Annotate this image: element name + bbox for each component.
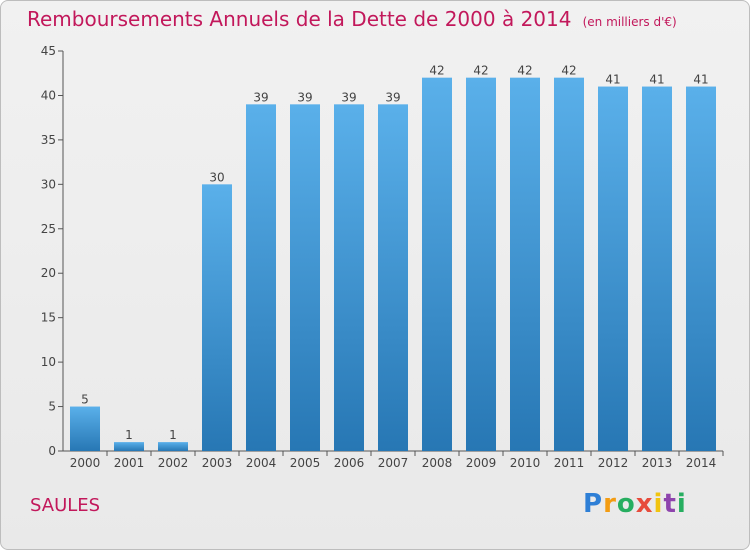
x-tick-label-2003: 2003 bbox=[202, 456, 233, 470]
logo-letter: t bbox=[663, 489, 677, 519]
y-tick-label: 15 bbox=[41, 311, 56, 325]
x-tick-label-2001: 2001 bbox=[114, 456, 145, 470]
y-tick-label: 35 bbox=[41, 133, 56, 147]
y-tick-label: 45 bbox=[41, 44, 56, 58]
value-label-2003: 30 bbox=[209, 170, 224, 184]
place-name: SAULES bbox=[30, 495, 101, 516]
logo-letter: o bbox=[616, 489, 636, 519]
value-label-2013: 41 bbox=[649, 73, 664, 87]
value-label-2001: 1 bbox=[125, 428, 133, 442]
logo-letter: i bbox=[676, 489, 687, 519]
value-label-2007: 39 bbox=[385, 90, 400, 104]
y-tick-label: 5 bbox=[48, 400, 56, 414]
bar-2011 bbox=[554, 77, 584, 452]
y-tick-label: 40 bbox=[41, 88, 56, 102]
chart-title: Remboursements Annuels de la Dette de 20… bbox=[27, 7, 677, 31]
logo-letter: x bbox=[635, 489, 654, 519]
bar-2008 bbox=[422, 77, 452, 452]
bar-2006 bbox=[334, 104, 364, 451]
x-tick-label-2014: 2014 bbox=[686, 456, 717, 470]
y-tick-label: 20 bbox=[41, 266, 56, 280]
unit-text: (en milliers d'€) bbox=[582, 15, 677, 29]
y-tick-label: 10 bbox=[41, 355, 56, 369]
x-tick-label-2008: 2008 bbox=[422, 456, 453, 470]
value-label-2004: 39 bbox=[253, 90, 268, 104]
x-tick-label-2007: 2007 bbox=[378, 456, 409, 470]
x-tick-label-2009: 2009 bbox=[466, 456, 497, 470]
value-label-2011: 42 bbox=[561, 64, 576, 78]
bar-2013 bbox=[642, 86, 672, 452]
y-tick-label: 0 bbox=[48, 444, 56, 458]
value-label-2014: 41 bbox=[693, 73, 708, 87]
bar-2000 bbox=[70, 406, 100, 451]
x-tick-label-2002: 2002 bbox=[158, 456, 189, 470]
y-tick-label: 30 bbox=[41, 177, 56, 191]
x-tick-label-2011: 2011 bbox=[554, 456, 585, 470]
x-tick-label-2013: 2013 bbox=[642, 456, 673, 470]
bar-2007 bbox=[378, 104, 408, 451]
logo-letter: i bbox=[653, 489, 664, 519]
value-label-2006: 39 bbox=[341, 90, 356, 104]
x-tick-label-2004: 2004 bbox=[246, 456, 277, 470]
value-label-2012: 41 bbox=[605, 73, 620, 87]
x-tick-label-2005: 2005 bbox=[290, 456, 321, 470]
logo-letter: P bbox=[583, 489, 604, 519]
bar-2014 bbox=[686, 86, 716, 452]
x-tick-label-2000: 2000 bbox=[70, 456, 101, 470]
bar-2012 bbox=[598, 86, 628, 452]
value-label-2008: 42 bbox=[429, 64, 444, 78]
x-tick-label-2012: 2012 bbox=[598, 456, 629, 470]
bar-2004 bbox=[246, 104, 276, 451]
value-label-2009: 42 bbox=[473, 64, 488, 78]
y-tick-label: 25 bbox=[41, 222, 56, 236]
value-label-2002: 1 bbox=[169, 428, 177, 442]
title-text: Remboursements Annuels de la Dette de 20… bbox=[27, 7, 572, 31]
value-label-2000: 5 bbox=[81, 393, 89, 407]
value-label-2010: 42 bbox=[517, 64, 532, 78]
bar-2002 bbox=[158, 442, 188, 451]
bar-2005 bbox=[290, 104, 320, 451]
bar-2009 bbox=[466, 77, 496, 452]
x-tick-label-2006: 2006 bbox=[334, 456, 365, 470]
value-label-2005: 39 bbox=[297, 90, 312, 104]
proxiti-logo[interactable]: Proxiti bbox=[583, 489, 687, 519]
bar-2003 bbox=[202, 184, 232, 452]
logo-letter: r bbox=[603, 489, 617, 519]
bar-2001 bbox=[114, 442, 144, 451]
bar-2010 bbox=[510, 77, 540, 452]
x-tick-label-2010: 2010 bbox=[510, 456, 541, 470]
